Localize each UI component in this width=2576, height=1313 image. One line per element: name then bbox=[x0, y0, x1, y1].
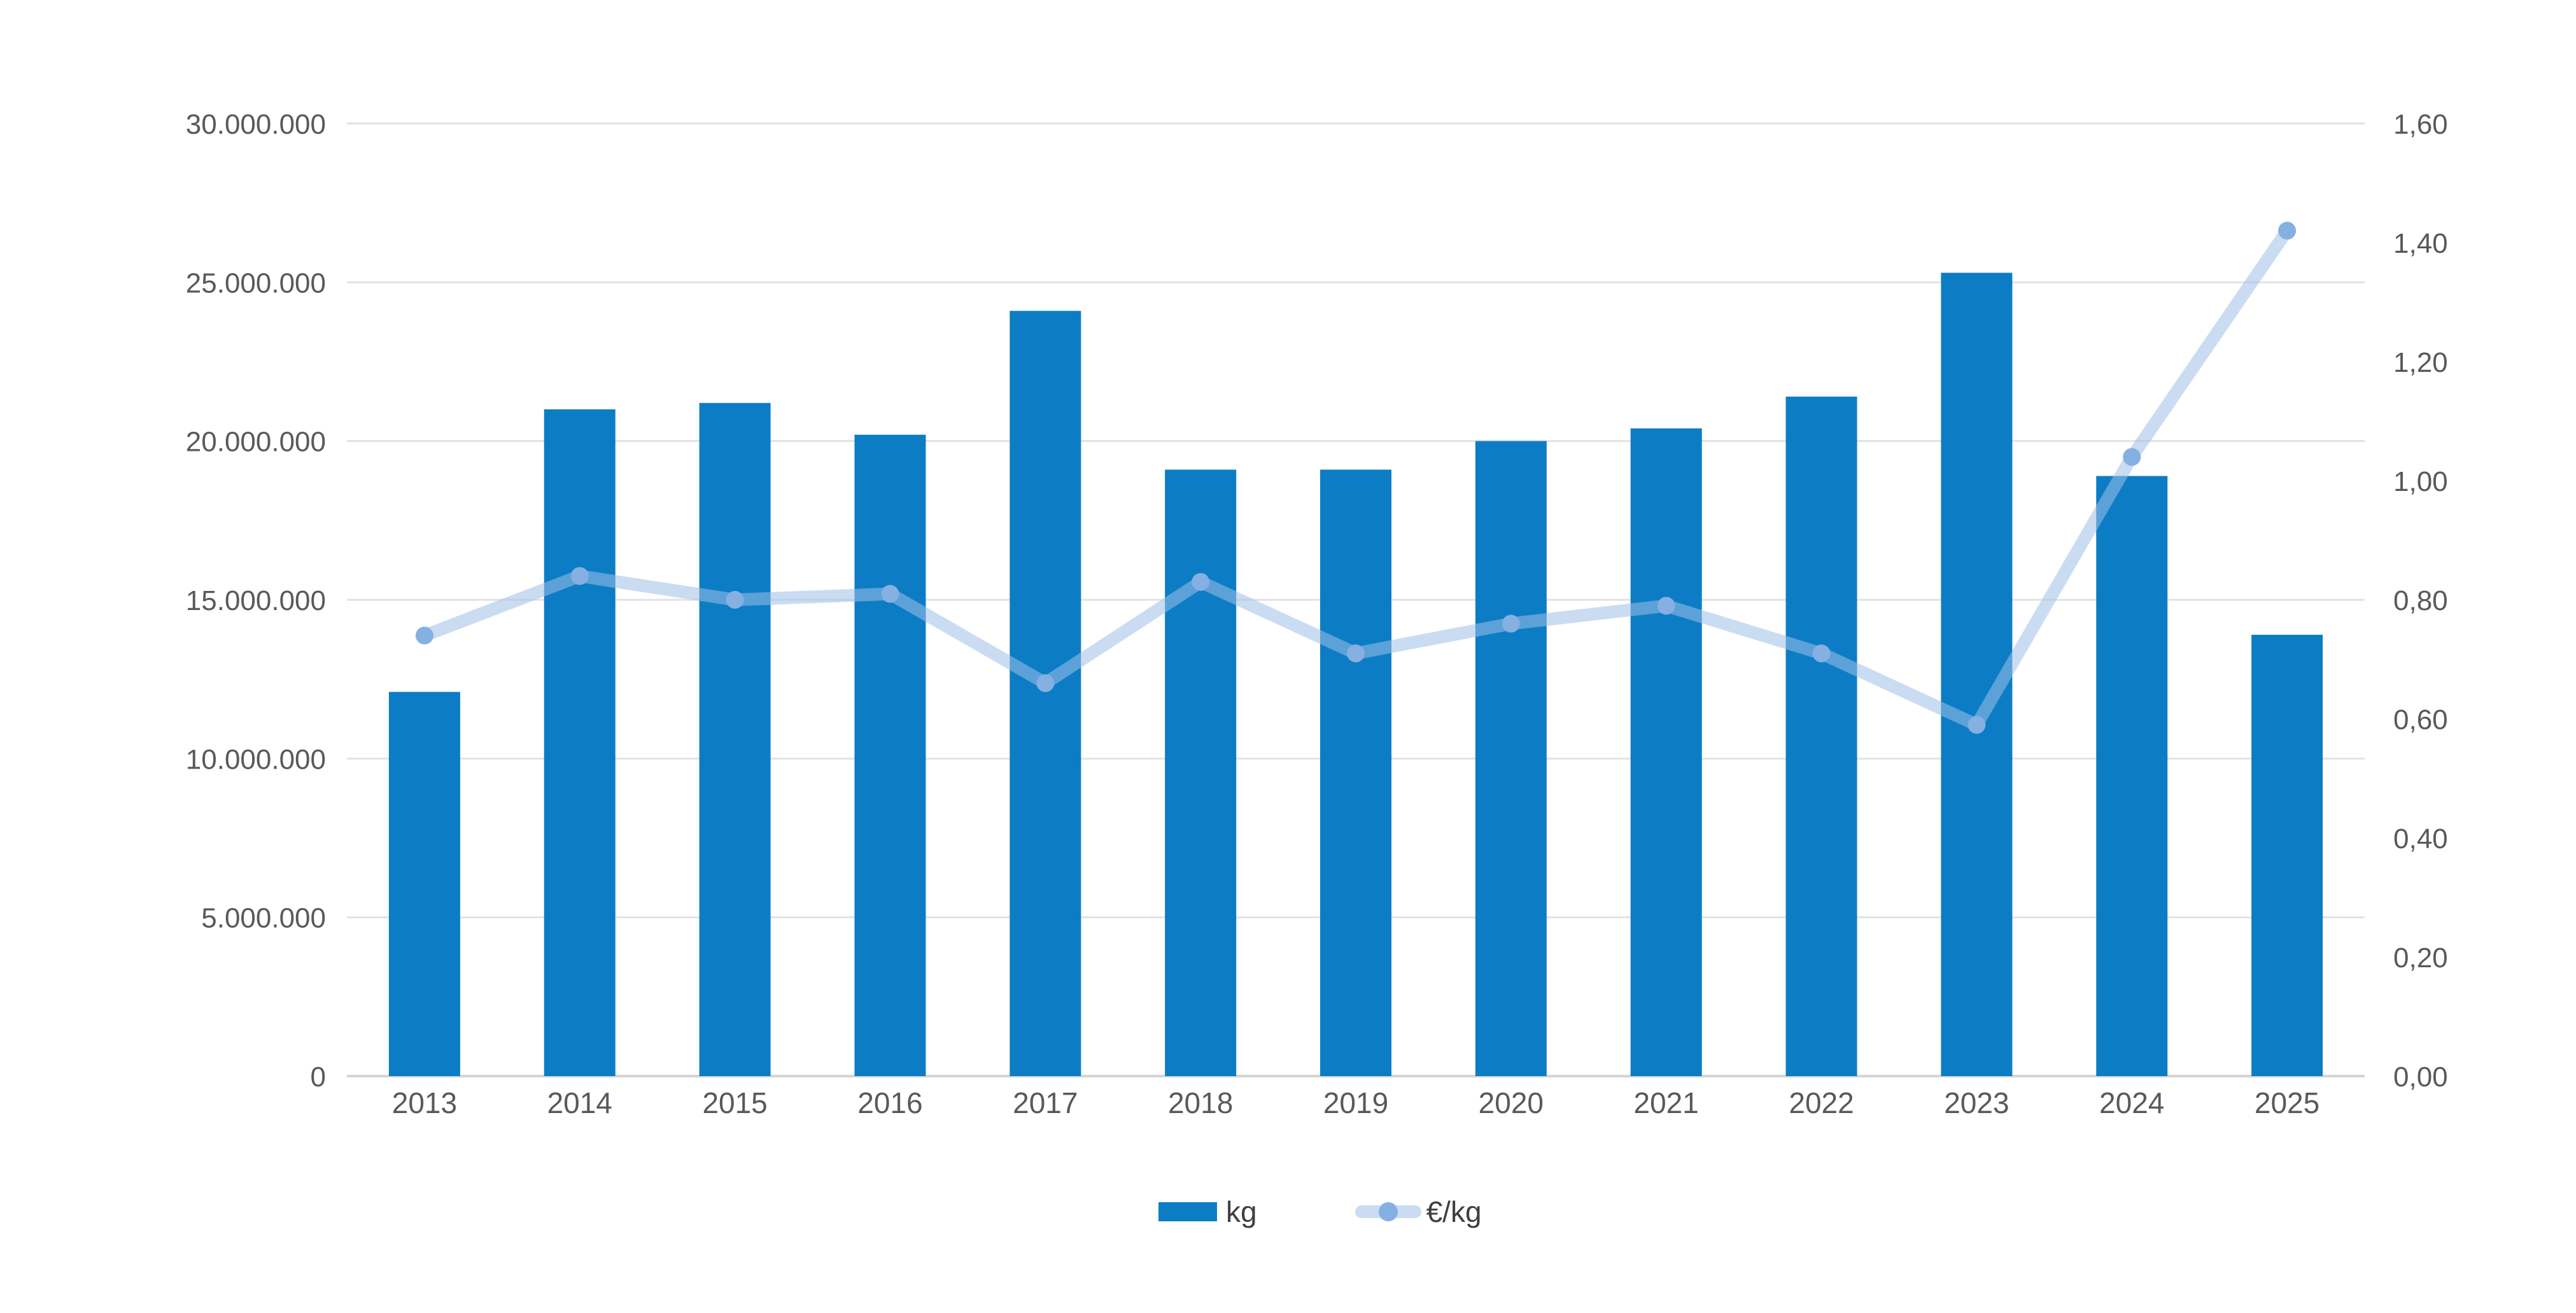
point-2015 bbox=[726, 591, 744, 609]
x-axis-tick-2016: 2016 bbox=[857, 1086, 922, 1119]
y-axis-right-tick-0,80: 0,80 bbox=[2393, 585, 2448, 616]
y-axis-right-tick-0,60: 0,60 bbox=[2393, 704, 2448, 735]
bar-2013 bbox=[388, 692, 460, 1076]
point-2018 bbox=[1192, 572, 1210, 591]
y-axis-left-tick-20.000.000: 20.000.000 bbox=[186, 427, 326, 458]
x-axis-tick-2024: 2024 bbox=[2099, 1086, 2164, 1119]
x-axis-tick-2019: 2019 bbox=[1323, 1086, 1388, 1119]
x-axis-tick-2015: 2015 bbox=[702, 1086, 767, 1119]
point-2024 bbox=[2123, 448, 2141, 466]
bar-2025 bbox=[2251, 634, 2323, 1076]
x-axis-tick-2023: 2023 bbox=[1944, 1086, 2009, 1119]
x-axis-tick-2017: 2017 bbox=[1013, 1086, 1078, 1119]
legend: kg €/kg bbox=[1158, 1197, 1482, 1226]
eur-per-kg-line-swatch-icon bbox=[1355, 1202, 1421, 1221]
x-axis-tick-2018: 2018 bbox=[1168, 1086, 1233, 1119]
kg-legend-label: kg bbox=[1226, 1195, 1257, 1228]
bar-2014 bbox=[544, 409, 616, 1076]
point-2013 bbox=[415, 627, 433, 645]
y-axis-right-tick-1,60: 1,60 bbox=[2393, 109, 2448, 140]
bar-2018 bbox=[1165, 469, 1237, 1076]
bar-2015 bbox=[699, 402, 771, 1076]
legend-item-kg: kg bbox=[1158, 1197, 1257, 1226]
y-axis-right-tick-0,20: 0,20 bbox=[2393, 942, 2448, 974]
point-2023 bbox=[1967, 716, 1986, 734]
y-axis-right-tick-1,40: 1,40 bbox=[2393, 228, 2448, 259]
y-axis-right-tick-0,00: 0,00 bbox=[2393, 1061, 2448, 1093]
point-2016 bbox=[881, 585, 899, 603]
eur-per-kg-legend-label: €/kg bbox=[1426, 1195, 1482, 1228]
x-axis-tick-2025: 2025 bbox=[2255, 1086, 2319, 1119]
point-2021 bbox=[1657, 597, 1675, 615]
bar-2022 bbox=[1785, 396, 1857, 1077]
point-2017 bbox=[1036, 674, 1055, 692]
y-axis-left-tick-25.000.000: 25.000.000 bbox=[186, 267, 326, 299]
bar-2021 bbox=[1630, 428, 1702, 1076]
legend-item-eur-per-kg: €/kg bbox=[1355, 1197, 1482, 1226]
y-axis-left-tick-15.000.000: 15.000.000 bbox=[186, 585, 326, 616]
bar-2019 bbox=[1320, 469, 1391, 1076]
eur-per-kg-dot-icon bbox=[1378, 1202, 1398, 1221]
bar-2020 bbox=[1475, 441, 1547, 1076]
y-axis-left-tick-10.000.000: 10.000.000 bbox=[186, 744, 326, 775]
y-axis-left-tick-0: 0 bbox=[311, 1061, 326, 1093]
bar-2016 bbox=[854, 434, 926, 1076]
y-axis-right-tick-1,00: 1,00 bbox=[2393, 466, 2448, 497]
point-2019 bbox=[1347, 644, 1365, 663]
y-axis-right-tick-0,40: 0,40 bbox=[2393, 823, 2448, 855]
y-axis-right-tick-1,20: 1,20 bbox=[2393, 347, 2448, 378]
point-2020 bbox=[1502, 614, 1520, 633]
point-2025 bbox=[2278, 222, 2297, 240]
point-2014 bbox=[570, 567, 589, 585]
x-axis-tick-2021: 2021 bbox=[1634, 1086, 1699, 1119]
bar-2017 bbox=[1010, 311, 1081, 1076]
bar-2024 bbox=[2096, 476, 2168, 1076]
kg-bar-swatch-icon bbox=[1158, 1202, 1217, 1221]
x-axis-tick-2013: 2013 bbox=[392, 1086, 457, 1119]
y-axis-left-tick-30.000.000: 30.000.000 bbox=[186, 109, 326, 140]
y-axis-left-tick-5.000.000: 5.000.000 bbox=[201, 903, 326, 934]
x-axis-tick-2022: 2022 bbox=[1789, 1086, 1854, 1119]
point-2022 bbox=[1812, 644, 1831, 663]
x-axis-tick-2014: 2014 bbox=[547, 1086, 612, 1119]
x-axis-tick-2020: 2020 bbox=[1479, 1086, 1544, 1119]
